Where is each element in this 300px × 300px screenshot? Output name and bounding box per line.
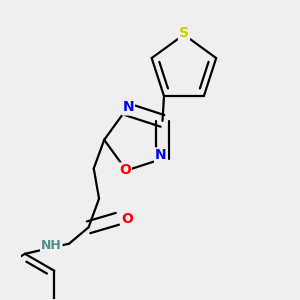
Text: S: S <box>179 26 189 40</box>
Text: N: N <box>155 148 166 162</box>
Text: O: O <box>121 212 133 226</box>
Text: NH: NH <box>41 239 62 252</box>
Text: O: O <box>119 164 131 178</box>
Text: N: N <box>122 100 134 115</box>
